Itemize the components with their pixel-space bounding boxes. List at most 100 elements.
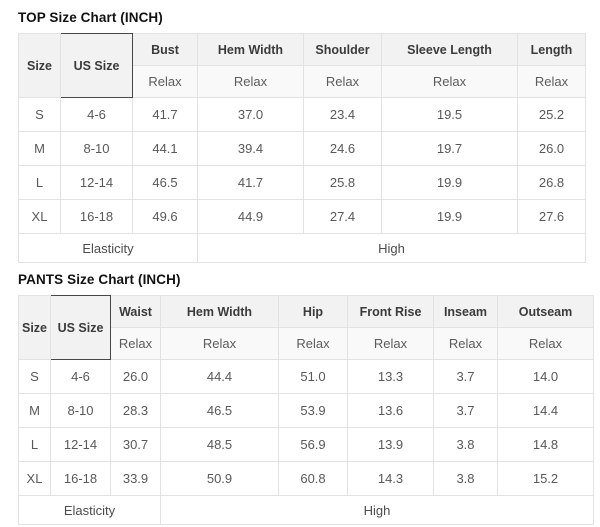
- value-cell: 33.9: [110, 461, 161, 496]
- value-cell: 44.4: [160, 359, 279, 394]
- value-cell: 26.0: [517, 131, 586, 166]
- value-cell: 13.9: [347, 427, 434, 462]
- top-col-header-us-size: US Size: [60, 33, 133, 98]
- value-cell: 27.4: [303, 199, 382, 234]
- size-cell: L: [18, 427, 51, 462]
- table-row: L 12-14 46.5 41.7 25.8 19.9 26.8: [18, 165, 586, 200]
- size-cell: M: [18, 131, 61, 166]
- pants-subheader-hip-relax: Relax: [278, 327, 348, 360]
- value-cell: 25.8: [303, 165, 382, 200]
- size-cell: XL: [18, 461, 51, 496]
- top-subheader-row: Relax Relax Relax Relax Relax: [19, 65, 586, 98]
- value-cell: 26.0: [110, 359, 161, 394]
- value-cell: 51.0: [278, 359, 348, 394]
- value-cell: 28.3: [110, 393, 161, 428]
- top-size-table: Size US Size Bust Hem Width Shoulder Sle…: [18, 33, 586, 263]
- size-cell: L: [18, 165, 61, 200]
- pants-subheader-waist-relax: Relax: [110, 327, 161, 360]
- pants-header-row: Size US Size Waist Hem Width Hip Front R…: [18, 295, 594, 360]
- size-cell: XL: [18, 199, 61, 234]
- top-subheader-sleeve-length-relax: Relax: [381, 65, 518, 98]
- elasticity-label: Elasticity: [18, 233, 198, 263]
- value-cell: 19.9: [381, 165, 518, 200]
- us-size-cell: 12-14: [50, 427, 111, 462]
- pants-subheader-front-rise-relax: Relax: [347, 327, 434, 360]
- us-size-cell: 4-6: [50, 359, 111, 394]
- value-cell: 14.8: [497, 427, 594, 462]
- value-cell: 37.0: [197, 97, 304, 132]
- value-cell: 41.7: [197, 165, 304, 200]
- top-subheader-length-relax: Relax: [517, 65, 586, 98]
- value-cell: 19.5: [381, 97, 518, 132]
- value-cell: 60.8: [278, 461, 348, 496]
- value-cell: 44.1: [132, 131, 198, 166]
- elasticity-label: Elasticity: [18, 495, 161, 525]
- top-chart-title: TOP Size Chart (INCH): [18, 10, 163, 25]
- pants-col-header-us-size: US Size: [50, 295, 111, 360]
- value-cell: 13.6: [347, 393, 434, 428]
- value-cell: 3.7: [433, 359, 498, 394]
- value-cell: 56.9: [278, 427, 348, 462]
- value-cell: 13.3: [347, 359, 434, 394]
- value-cell: 50.9: [160, 461, 279, 496]
- table-row: M 8-10 28.3 46.5 53.9 13.6 3.7 14.4: [18, 393, 594, 428]
- elasticity-value: High: [160, 495, 594, 525]
- table-row: M 8-10 44.1 39.4 24.6 19.7 26.0: [18, 131, 586, 166]
- table-row: S 4-6 41.7 37.0 23.4 19.5 25.2: [18, 97, 586, 132]
- value-cell: 24.6: [303, 131, 382, 166]
- top-subheader-shoulder-relax: Relax: [303, 65, 382, 98]
- value-cell: 14.0: [497, 359, 594, 394]
- value-cell: 39.4: [197, 131, 304, 166]
- pants-subheader-hem-width-relax: Relax: [160, 327, 279, 360]
- top-size-chart-section: TOP Size Chart (INCH) Size US Size Bust …: [18, 10, 592, 263]
- size-cell: S: [18, 359, 51, 394]
- top-col-header-shoulder: Shoulder: [303, 33, 382, 66]
- value-cell: 44.9: [197, 199, 304, 234]
- elasticity-row: Elasticity High: [18, 233, 586, 263]
- top-col-header-size: Size: [18, 33, 61, 98]
- top-col-header-hem-width: Hem Width: [197, 33, 304, 66]
- us-size-cell: 16-18: [50, 461, 111, 496]
- top-col-header-bust: Bust: [132, 33, 198, 66]
- pants-col-header-outseam: Outseam: [497, 295, 594, 328]
- top-col-header-sleeve-length: Sleeve Length: [381, 33, 518, 66]
- value-cell: 3.7: [433, 393, 498, 428]
- value-cell: 46.5: [160, 393, 279, 428]
- us-size-cell: 4-6: [60, 97, 133, 132]
- us-size-cell: 12-14: [60, 165, 133, 200]
- size-cell: M: [18, 393, 51, 428]
- table-row: S 4-6 26.0 44.4 51.0 13.3 3.7 14.0: [18, 359, 594, 394]
- top-header-row: Size US Size Bust Hem Width Shoulder Sle…: [18, 33, 586, 98]
- pants-size-table: Size US Size Waist Hem Width Hip Front R…: [18, 295, 594, 525]
- value-cell: 30.7: [110, 427, 161, 462]
- us-size-cell: 8-10: [50, 393, 111, 428]
- value-cell: 15.2: [497, 461, 594, 496]
- table-row: XL 16-18 49.6 44.9 27.4 19.9 27.6: [18, 199, 586, 234]
- pants-col-header-size: Size: [18, 295, 51, 360]
- value-cell: 3.8: [433, 427, 498, 462]
- value-cell: 46.5: [132, 165, 198, 200]
- value-cell: 3.8: [433, 461, 498, 496]
- elasticity-value: High: [197, 233, 586, 263]
- pants-subheader-row: Relax Relax Relax Relax Relax Relax: [19, 327, 594, 360]
- table-row: L 12-14 30.7 48.5 56.9 13.9 3.8 14.8: [18, 427, 594, 462]
- value-cell: 49.6: [132, 199, 198, 234]
- table-row: XL 16-18 33.9 50.9 60.8 14.3 3.8 15.2: [18, 461, 594, 496]
- size-cell: S: [18, 97, 61, 132]
- pants-size-chart-section: PANTS Size Chart (INCH) Size US Size Wai…: [18, 272, 594, 525]
- value-cell: 27.6: [517, 199, 586, 234]
- top-col-header-length: Length: [517, 33, 586, 66]
- value-cell: 14.4: [497, 393, 594, 428]
- top-subheader-hem-width-relax: Relax: [197, 65, 304, 98]
- value-cell: 14.3: [347, 461, 434, 496]
- pants-col-header-hip: Hip: [278, 295, 348, 328]
- pants-col-header-waist: Waist: [110, 295, 161, 328]
- elasticity-row: Elasticity High: [18, 495, 594, 525]
- pants-col-header-hem-width: Hem Width: [160, 295, 279, 328]
- value-cell: 25.2: [517, 97, 586, 132]
- value-cell: 19.7: [381, 131, 518, 166]
- value-cell: 26.8: [517, 165, 586, 200]
- value-cell: 41.7: [132, 97, 198, 132]
- pants-subheader-inseam-relax: Relax: [433, 327, 498, 360]
